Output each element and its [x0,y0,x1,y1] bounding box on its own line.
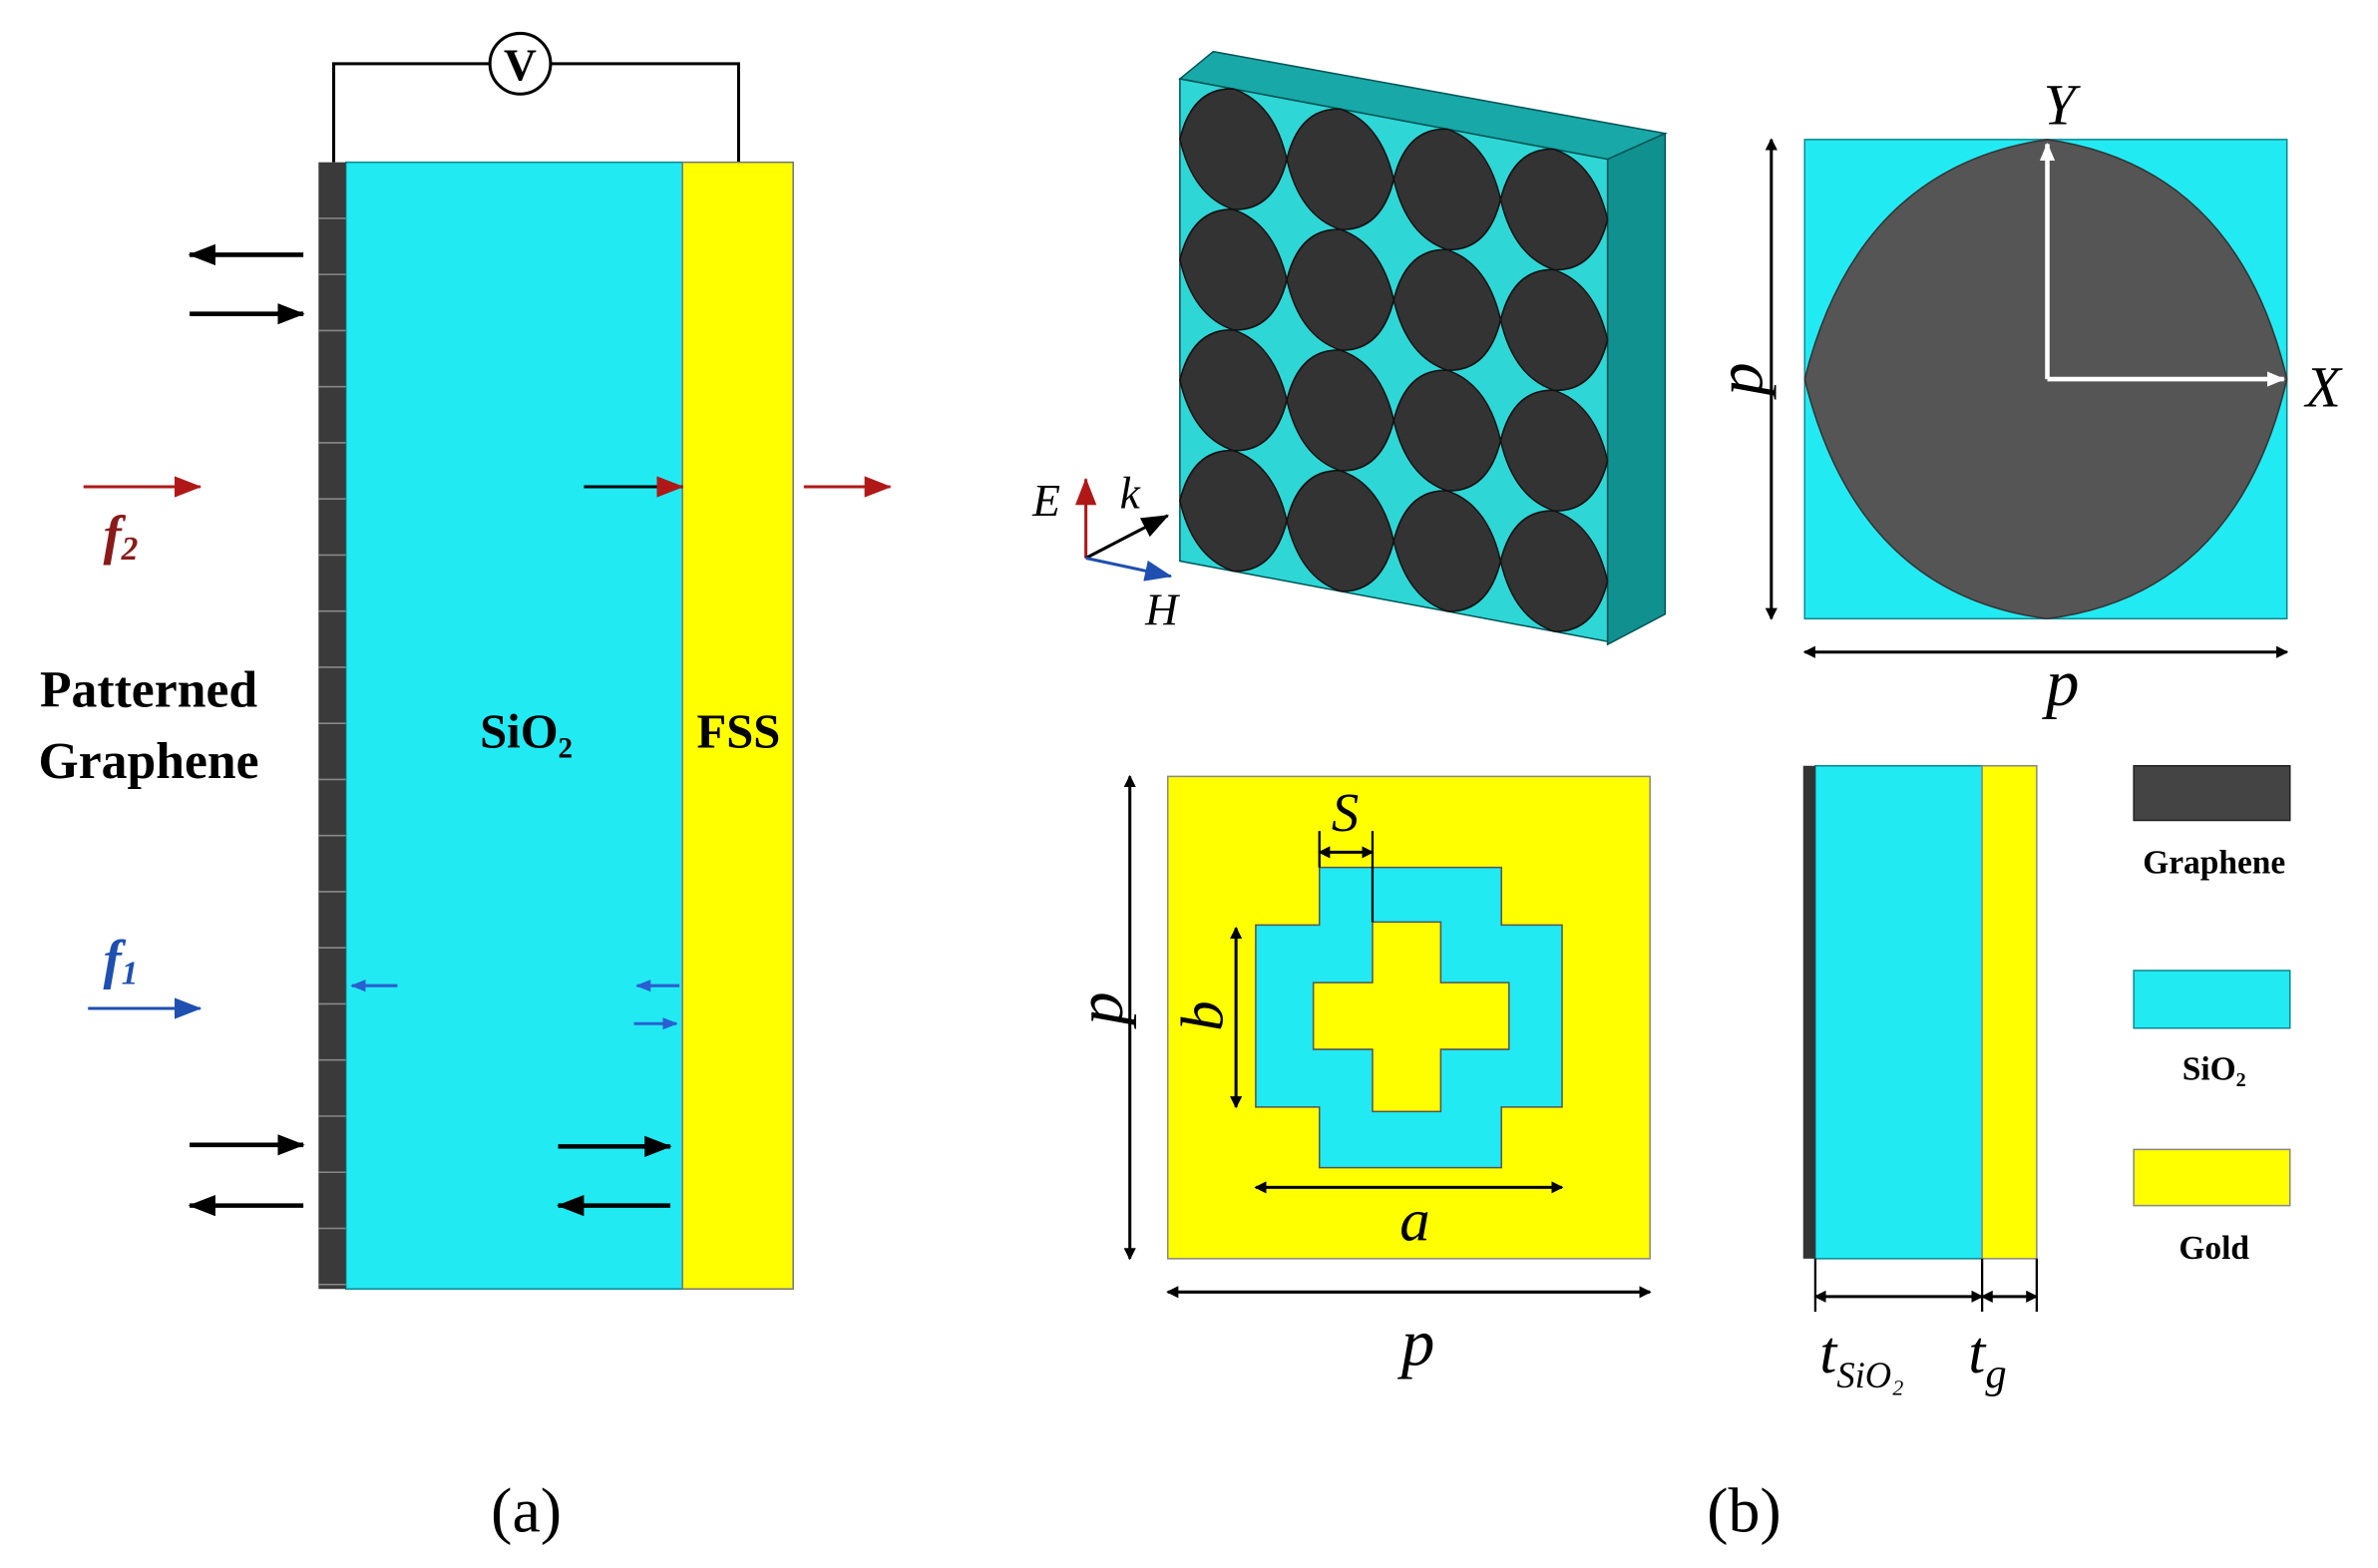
symbol: f [103,930,126,990]
slab-3d: E k H [1031,50,1668,646]
k-label: k [1120,467,1141,518]
caption: (a) [491,1475,562,1546]
symbol: t [1968,1320,1987,1386]
graphene-label: Graphene [39,733,259,790]
x-label: X [2304,356,2344,419]
graphene-lens [1499,510,1609,632]
sio2-label: SiO₂ [480,705,573,759]
p-label: p [2042,646,2079,720]
slab-front [1179,78,1609,643]
symbol: t [1819,1320,1838,1386]
graphene-label: Patterned [40,661,257,718]
graphene-segments [318,217,346,1286]
panel-a: V Patterned Graphene SiO₂ FSS f2 f1 (a) [39,31,893,1546]
legend: Graphene SiO₂ Gold [2133,764,2291,1267]
t-g-label: tg [1968,1320,2006,1397]
subscript: 1 [122,956,139,992]
gold-layer [1981,764,2038,1260]
legend-swatch [2133,1148,2291,1207]
slab-face [1179,78,1609,643]
p-label: p [1063,991,1137,1028]
f2-label: f2 [103,505,138,568]
y-label: Y [2044,75,2082,138]
f1-label: f1 [103,930,138,992]
subscript: g [1985,1351,2006,1397]
fss-label: FSS [697,705,781,759]
subscript: 2 [121,531,139,568]
t-sio2-label: tSiO₂ [1819,1320,1903,1395]
fss-layer [681,161,794,1291]
legend-label: SiO₂ [2182,1050,2246,1087]
s-label: S [1332,782,1359,843]
wire [332,62,491,163]
graphene-lens [1499,148,1609,271]
unit-cell: Y X p p [1704,75,2344,720]
h-axis [1085,556,1173,582]
subscript: SiO₂ [1836,1355,1903,1395]
symbol: f [103,505,126,566]
voltmeter [488,31,553,96]
slab-side [1606,132,1667,646]
lens-grid [1179,88,1609,632]
legend-label: Gold [2179,1230,2249,1267]
b-label: b [1169,1000,1236,1030]
legend-swatch [2133,970,2291,1029]
side-view: tSiO₂ tg [1802,764,2039,1397]
graphene-layer [1802,765,1815,1259]
graphene-layer [318,162,346,1290]
legend-label: Graphene [2143,845,2285,882]
caption: (b) [1707,1475,1781,1546]
a-label: a [1399,1188,1429,1255]
k-axis [1084,514,1170,560]
graphene-lens [1499,389,1609,512]
gold-cross [1312,921,1510,1113]
graphene-lens [1499,268,1609,392]
h-label: H [1144,584,1180,634]
voltmeter-label: V [504,40,537,91]
sio2-layer [344,161,683,1291]
legend-swatch [2133,764,2291,822]
fss-cell: S b a p p [1063,774,1652,1379]
wire [550,62,740,163]
p-label: p [1397,1306,1434,1379]
sio2-layer [1814,764,1983,1260]
e-label: E [1031,475,1060,526]
p-label: p [1704,362,1778,399]
